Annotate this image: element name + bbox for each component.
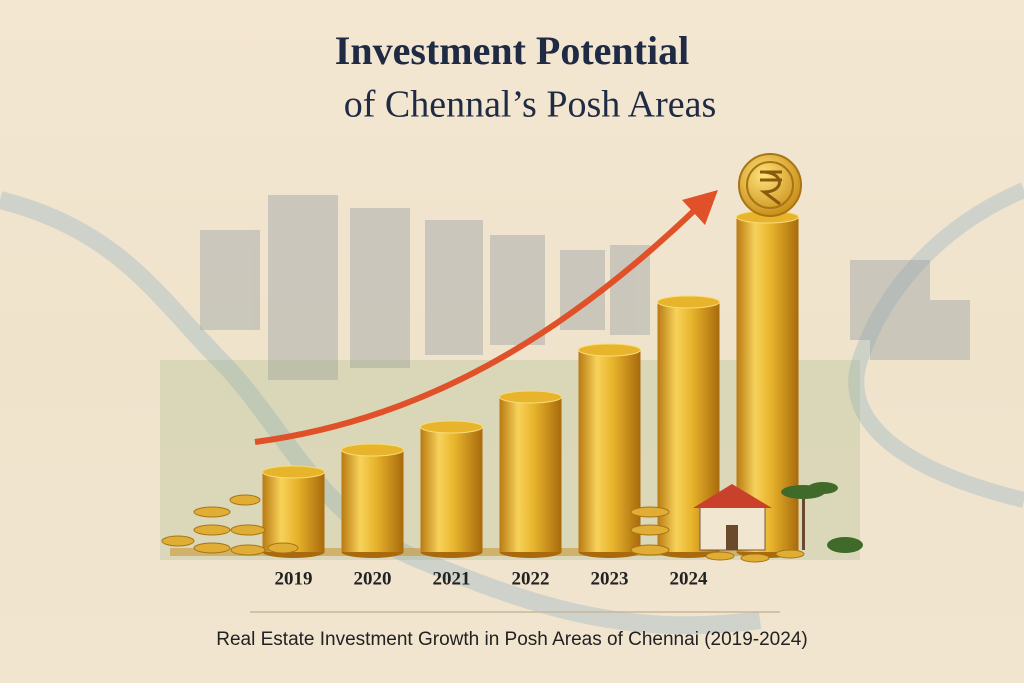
- chart-subtitle: of Chennal’s Posh Areas: [344, 84, 717, 126]
- bar: [420, 427, 483, 552]
- bar-top: [262, 465, 325, 479]
- bar: [499, 397, 562, 552]
- coin-stacks: [161, 494, 805, 563]
- bar-top: [657, 295, 720, 309]
- bar: [262, 472, 325, 552]
- arrow-head: [682, 190, 718, 225]
- bar: [578, 350, 641, 552]
- bar-top: [420, 420, 483, 434]
- x-tick-label: 2020: [354, 568, 392, 589]
- bar: [341, 450, 404, 552]
- bar-top: [341, 443, 404, 457]
- house: [693, 484, 772, 551]
- caption: Real Estate Investment Growth in Posh Ar…: [216, 629, 807, 650]
- trend-arrow: [254, 202, 703, 445]
- bar-top: [499, 390, 562, 404]
- bar-top: [578, 343, 641, 357]
- rupee-coin: [738, 153, 802, 217]
- skyline: [200, 195, 970, 380]
- chart-title: Investment Potential: [335, 28, 689, 73]
- x-tick-label: 2019: [275, 568, 313, 589]
- x-tick-label: 2024: [670, 568, 709, 589]
- x-tick-label: 2021: [433, 568, 471, 589]
- x-tick-label: 2022: [512, 568, 550, 589]
- x-tick-label: 2023: [591, 568, 629, 589]
- palm: [781, 482, 863, 553]
